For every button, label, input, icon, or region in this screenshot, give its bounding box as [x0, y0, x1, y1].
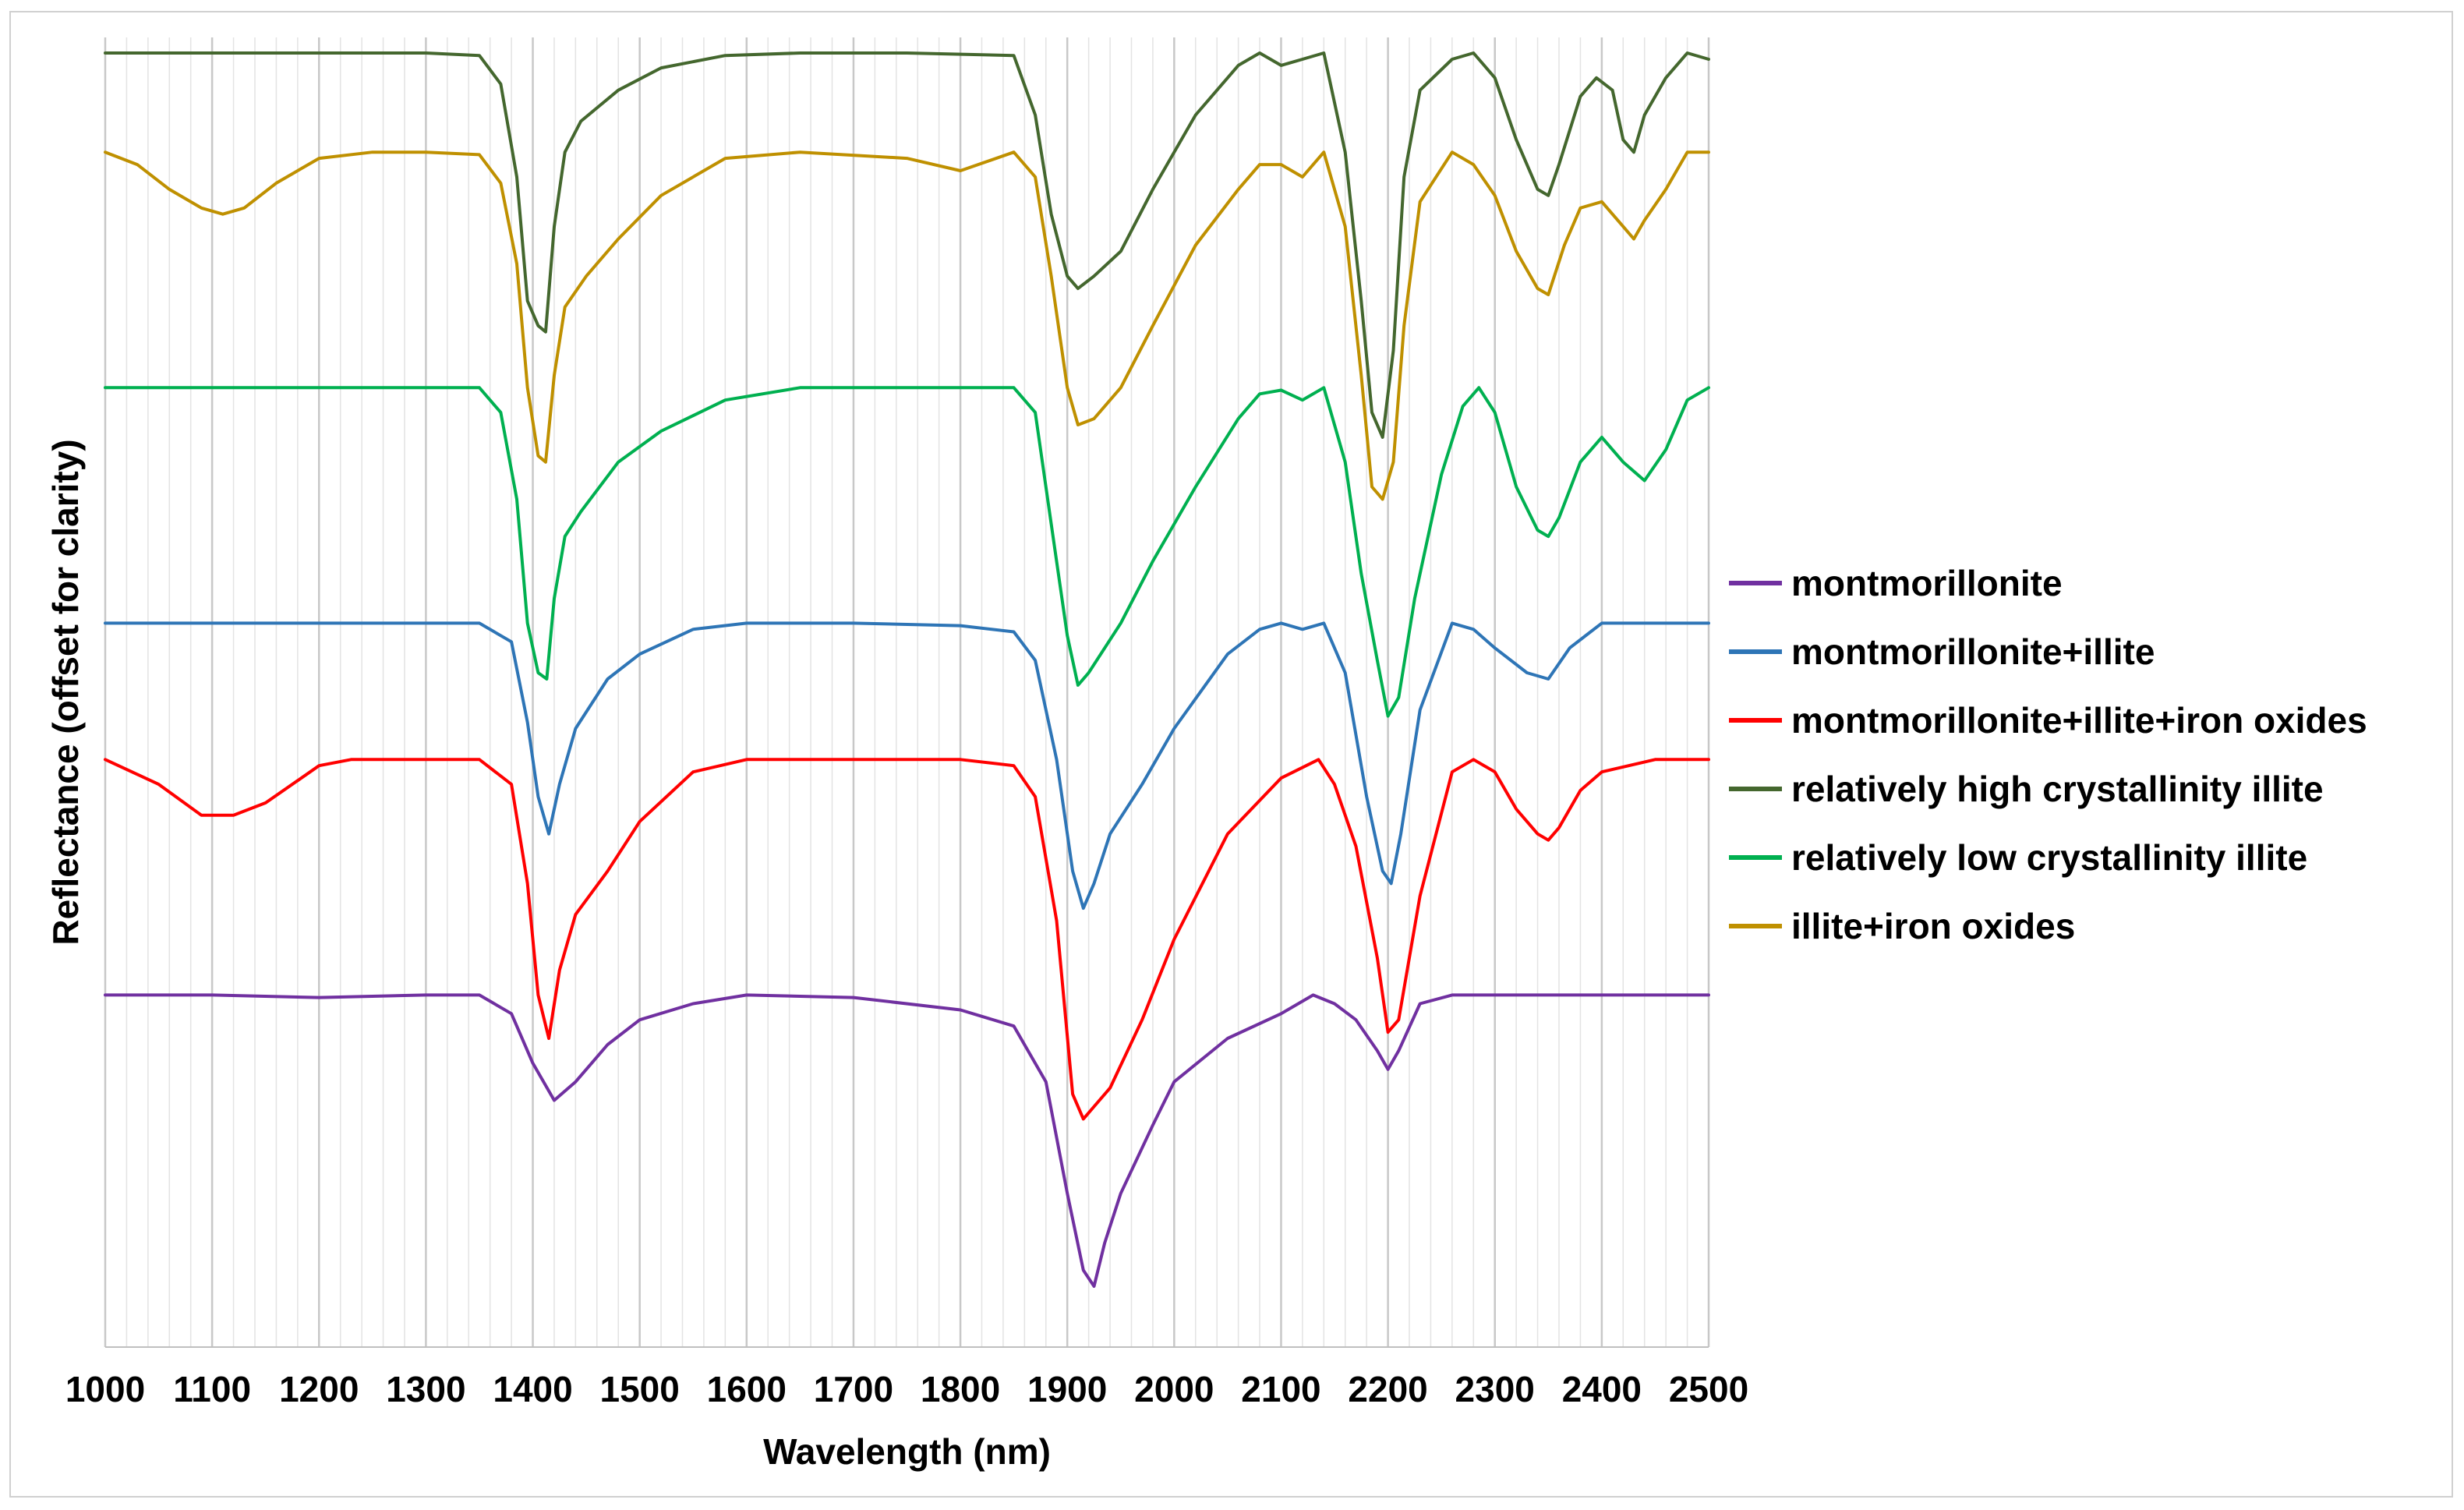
series-line — [104, 758, 1710, 1121]
chart-frame — [9, 11, 2453, 1498]
x-tick-label: 1600 — [707, 1369, 787, 1409]
x-tick-label: 2000 — [1134, 1369, 1214, 1409]
x-tick-label: 2100 — [1241, 1369, 1320, 1409]
y-axis-label: Reflectance (offset for clarity) — [45, 439, 86, 945]
x-tick-label: 1800 — [921, 1369, 1000, 1409]
legend-label: montmorillonite+illite+iron oxides — [1791, 700, 2367, 741]
series-line — [104, 386, 1710, 718]
legend-label: montmorillonite — [1791, 563, 2063, 603]
legend-label: relatively high crystallinity illite — [1791, 769, 2324, 809]
legend-label: montmorillonite+illite — [1791, 631, 2155, 672]
x-tick-label: 1400 — [493, 1369, 572, 1409]
x-tick-label: 1300 — [386, 1369, 465, 1409]
x-tick-labels: 1000 1100 1200 1300 1400 1500 1600 1700 1800 1900… — [65, 1369, 1748, 1409]
series-line — [104, 621, 1710, 911]
legend-label: illite+iron oxides — [1791, 906, 2075, 946]
x-tick-label: 2300 — [1455, 1369, 1535, 1409]
x-tick-label: 1100 — [173, 1369, 251, 1409]
x-tick-label: 2500 — [1669, 1369, 1748, 1409]
x-tick-label: 1200 — [279, 1369, 359, 1409]
x-tick-label: 1000 — [65, 1369, 145, 1409]
legend-label: relatively low crystallinity illite — [1791, 837, 2307, 878]
minor-gridlines — [104, 37, 1709, 1347]
x-tick-label: 1500 — [599, 1369, 679, 1409]
series-line — [104, 51, 1710, 439]
legend: montmorillonite montmorillonite+illite mon… — [1729, 563, 2367, 946]
x-tick-label: 1900 — [1027, 1369, 1107, 1409]
series-line — [104, 150, 1710, 501]
x-axis-label: Wavelength (nm) — [763, 1431, 1051, 1472]
series-line — [104, 993, 1710, 1288]
x-tick-label: 2400 — [1562, 1369, 1642, 1409]
series-layer — [104, 51, 1710, 1288]
x-tick-label: 2200 — [1348, 1369, 1427, 1409]
major-gridlines — [104, 37, 1710, 1347]
x-tick-label: 1700 — [814, 1369, 893, 1409]
